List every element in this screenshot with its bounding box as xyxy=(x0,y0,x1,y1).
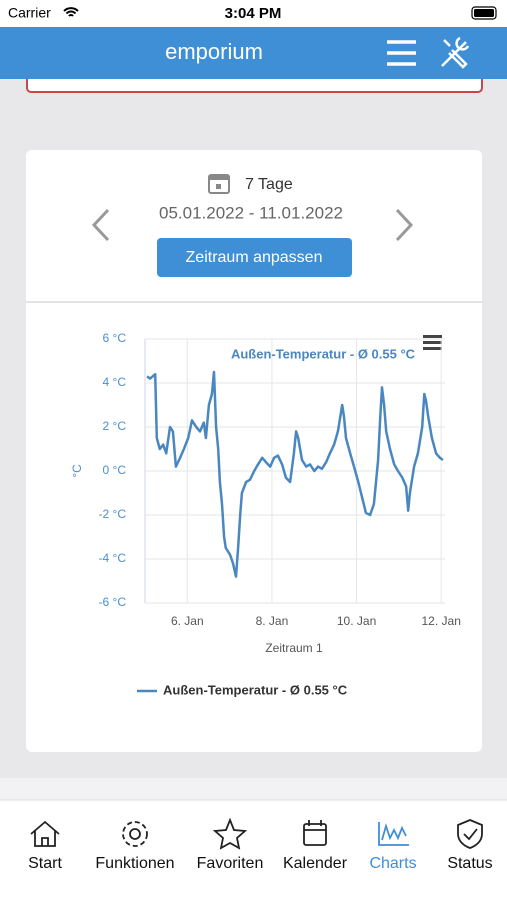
tab-labels: Start Funktionen Favoriten Kalender Charts St… xyxy=(28,855,493,872)
app-header xyxy=(0,27,507,79)
series-line xyxy=(146,370,444,578)
settings-button[interactable] xyxy=(441,36,470,69)
x-tick-label: 8. Jan xyxy=(256,614,289,628)
tab-label[interactable]: Funktionen xyxy=(95,855,174,872)
prev-button[interactable] xyxy=(91,208,110,242)
bottom-spacer xyxy=(0,778,507,800)
y-tick-label: 0 °C xyxy=(103,463,127,477)
date-range: 05.01.2022 - 11.01.2022 xyxy=(159,203,343,222)
adjust-button[interactable] xyxy=(157,238,352,277)
time: 3:04 PM xyxy=(225,5,282,22)
tab-label[interactable]: Charts xyxy=(369,855,416,872)
tab-label[interactable]: Start xyxy=(28,855,62,872)
tab-label[interactable]: Status xyxy=(447,855,492,872)
x-tick-label: 6. Jan xyxy=(171,614,204,628)
legend-label[interactable]: Außen-Temperatur - Ø 0.55 °C xyxy=(163,682,348,697)
y-tick-label: -4 °C xyxy=(99,551,127,565)
tab-bar xyxy=(0,800,507,900)
x-axis-title: Zeitraum 1 xyxy=(265,641,323,655)
start-icon xyxy=(30,820,60,847)
adjust-button-label: Zeitraum anpassen xyxy=(186,249,323,266)
y-axis-title: °C xyxy=(70,464,84,478)
battery xyxy=(471,6,497,20)
functions-icon xyxy=(122,821,148,847)
chart-card xyxy=(26,150,482,752)
y-tick-label: -2 °C xyxy=(99,507,127,521)
calendar-tab-icon xyxy=(303,820,327,846)
x-tick-label: 10. Jan xyxy=(337,614,376,628)
calendar-icon xyxy=(208,174,230,194)
y-tick-label: 6 °C xyxy=(103,331,127,345)
y-tick-label: -6 °C xyxy=(99,595,127,609)
charts-icon xyxy=(378,822,409,846)
tab-label[interactable]: Favoriten xyxy=(197,855,264,872)
tab-icons xyxy=(30,817,483,850)
app-title: emporium xyxy=(165,39,263,64)
chart: -6 °C -4 °C -2 °C 0 °C 2 °C 4 °C 6 °C 6. Jan 8. … xyxy=(99,331,461,628)
carrier: Carrier xyxy=(8,5,51,21)
chart-menu[interactable] xyxy=(423,335,442,350)
wifi-icon xyxy=(63,7,79,17)
previous-card xyxy=(26,79,483,93)
favorites-icon xyxy=(212,817,248,850)
x-tick-label: 12. Jan xyxy=(422,614,461,628)
status-icon xyxy=(457,819,483,849)
battery-level xyxy=(474,9,494,17)
status-bar xyxy=(0,0,507,27)
next-button[interactable] xyxy=(395,208,414,242)
y-tick-label: 4 °C xyxy=(103,375,127,389)
period: 7 Tage xyxy=(245,176,293,193)
tab-label[interactable]: Kalender xyxy=(283,855,348,872)
menu-button[interactable] xyxy=(387,40,416,66)
chart-title: Außen-Temperatur - Ø 0.55 °C xyxy=(231,346,416,361)
y-tick-label: 2 °C xyxy=(103,419,127,433)
